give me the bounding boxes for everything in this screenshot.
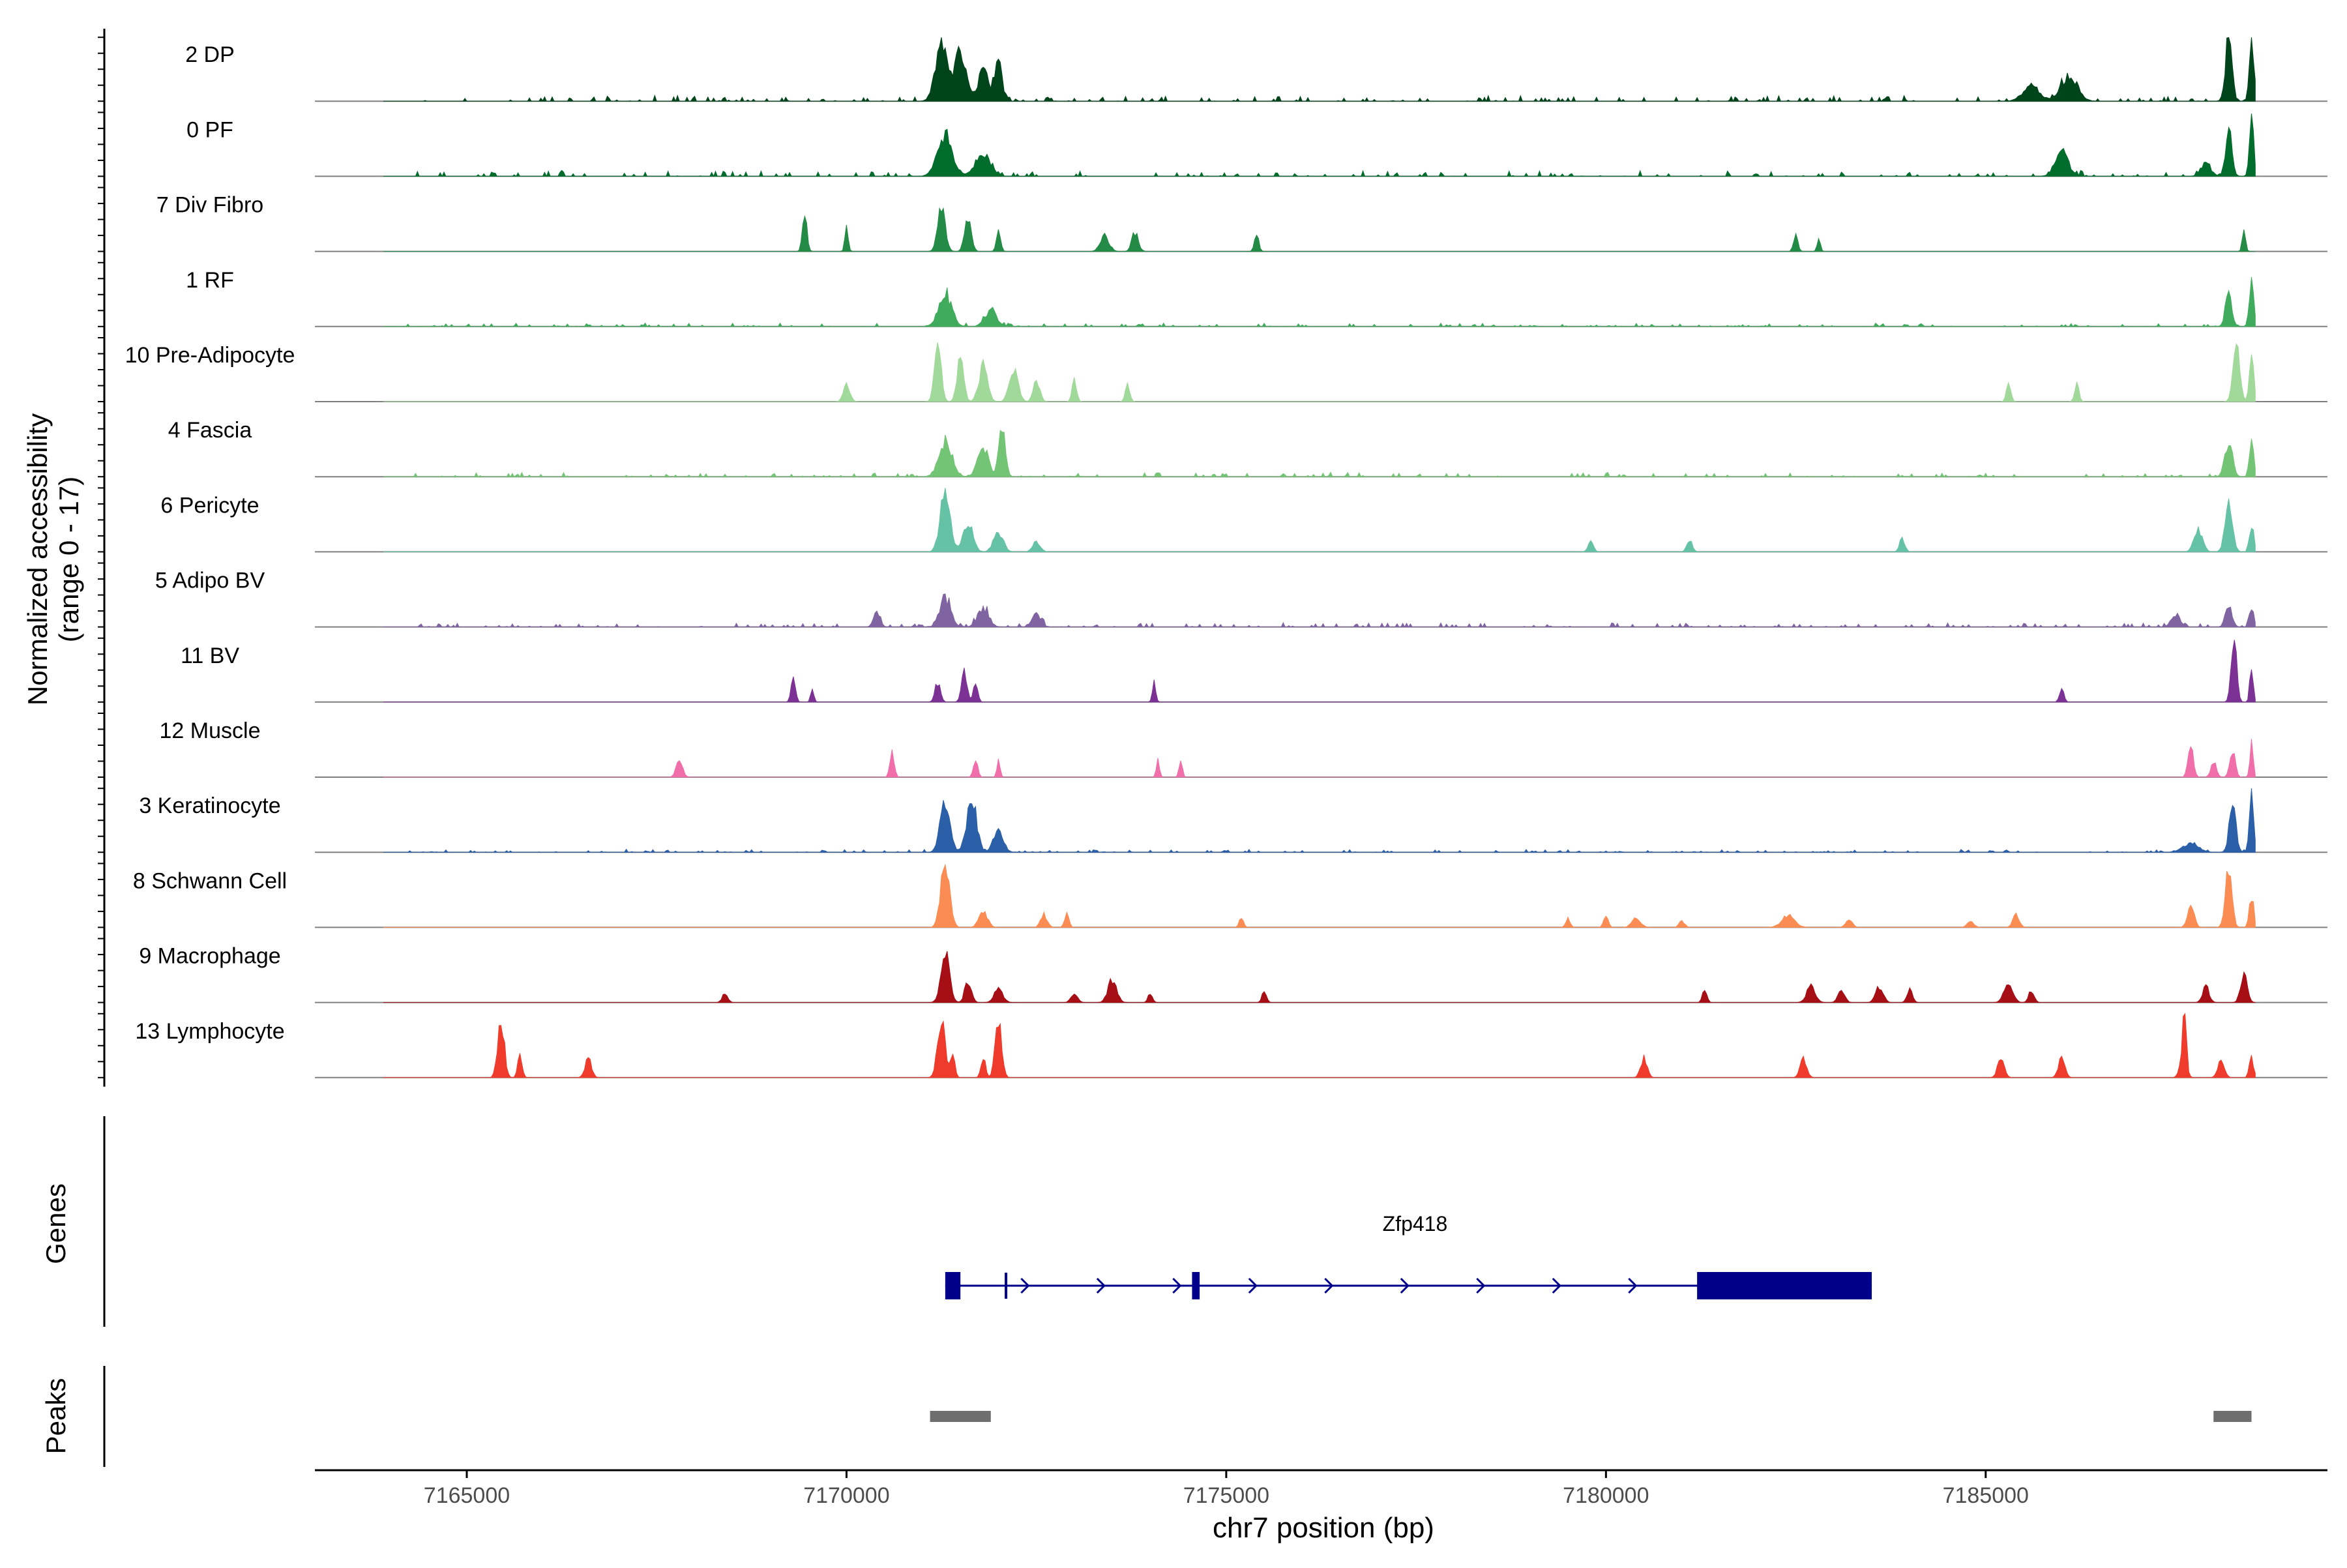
track-label: 10 Pre-Adipocyte [125,343,295,368]
track-label: 7 Div Fibro [156,193,263,218]
track-0-pf: 0 PF [186,113,2327,177]
track-label: 8 Schwann Cell [133,868,287,893]
track-1-rf: 1 RF [186,268,2327,327]
peaks-panel [103,1366,2252,1467]
x-tick-label: 7170000 [803,1483,889,1508]
gene-strand-arrow [1172,1277,1182,1294]
accessibility-tracks: 2 DP 0 PF 7 Div Fibro 1 RF 10 Pre-Adipocyte 4… [125,37,2327,1078]
track-label: 6 Pericyte [160,493,259,518]
peak-region [930,1411,991,1422]
track-9-macrophage: 9 Macrophage [139,944,2327,1003]
track-7-div-fibro: 7 Div Fibro [156,193,2327,252]
gene-strand-arrow [1400,1277,1410,1294]
track-signal [383,37,2256,102]
y-axis [98,29,106,1087]
track-label: 12 Muscle [160,718,261,743]
x-tick-label: 7180000 [1563,1483,1649,1508]
gene-name: Zfp418 [1383,1212,1448,1235]
track-4-fascia: 4 Fascia [168,418,2327,478]
track-2-dp: 2 DP [185,37,2327,102]
track-8-schwann-cell: 8 Schwann Cell [133,863,2327,928]
peaks-label: Peaks [40,1378,71,1455]
track-signal [383,488,2256,552]
track-signal [383,207,2256,252]
track-label: 4 Fascia [168,418,252,443]
track-signal [383,593,2256,628]
peak-region [2213,1411,2252,1422]
track-label: 0 PF [186,117,233,142]
x-tick-label: 7185000 [1943,1483,2029,1508]
track-signal [383,342,2256,402]
gene-strand-arrow [945,1277,955,1294]
track-signal [383,276,2256,327]
gene-strand-arrow [1096,1277,1106,1294]
y-axis-label-line2: (range 0 - 17) [53,477,84,642]
track-label: 2 DP [185,42,235,67]
track-5-adipo-bv: 5 Adipo BV [155,569,2327,628]
gene-strand-arrow [1324,1277,1334,1294]
track-6-pericyte: 6 Pericyte [160,488,2327,553]
track-10-pre-adipocyte: 10 Pre-Adipocyte [125,342,2327,402]
track-signal [383,951,2256,1003]
gene-strand-arrow [1476,1277,1486,1294]
track-label: 11 BV [181,643,239,668]
gene-exon [1697,1272,1872,1299]
gene-exon [1192,1272,1200,1299]
track-13-lymphocyte: 13 Lymphocyte [135,1013,2327,1078]
track-3-keratinocyte: 3 Keratinocyte [139,788,2327,853]
genes-panel: Zfp418 [103,1116,1872,1327]
gene-strand-arrow [1628,1277,1638,1294]
track-signal [383,788,2256,853]
gene-strand-arrow [1552,1277,1561,1294]
track-label: 1 RF [186,268,234,293]
genes-label: Genes [40,1183,71,1264]
x-tick-label: 7165000 [424,1483,510,1508]
track-signal [383,1013,2256,1078]
track-signal [383,739,2256,778]
track-12-muscle: 12 Muscle [160,718,2327,778]
gene-strand-arrow [1020,1277,1030,1294]
x-tick-label: 7175000 [1183,1483,1269,1508]
track-signal [383,430,2256,478]
track-signal [383,113,2256,177]
x-axis: 7165000 7170000 7175000 7180000 7185000 [315,1469,2327,1508]
track-11-bv: 11 BV [181,640,2327,703]
track-label: 9 Macrophage [139,944,280,969]
track-signal [383,640,2256,703]
track-label: 5 Adipo BV [155,569,265,593]
track-label: 3 Keratinocyte [139,793,280,818]
x-axis-label: chr7 position (bp) [1213,1512,1434,1544]
track-signal [383,863,2256,928]
gene-strand-arrow [1248,1277,1258,1294]
y-axis-label-line1: Normalized accessibility [22,413,53,705]
track-label: 13 Lymphocyte [135,1019,284,1044]
